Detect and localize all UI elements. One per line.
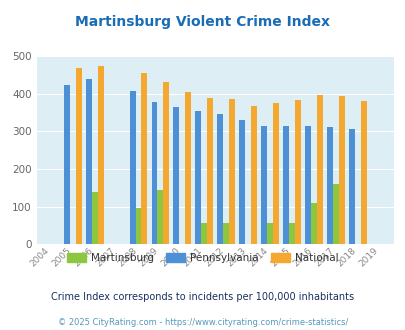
- Bar: [223, 223, 228, 244]
- Bar: [250, 106, 256, 244]
- Bar: [129, 91, 135, 244]
- Bar: [75, 68, 81, 244]
- Legend: Martinsburg, Pennsylvania, National: Martinsburg, Pennsylvania, National: [63, 248, 342, 267]
- Bar: [157, 190, 163, 244]
- Bar: [310, 203, 316, 244]
- Bar: [282, 126, 288, 244]
- Bar: [239, 120, 245, 244]
- Bar: [288, 223, 294, 244]
- Bar: [97, 66, 103, 244]
- Bar: [85, 79, 92, 244]
- Bar: [360, 101, 366, 244]
- Bar: [185, 92, 191, 244]
- Bar: [326, 127, 332, 244]
- Bar: [316, 95, 322, 244]
- Bar: [195, 112, 201, 244]
- Bar: [217, 114, 223, 244]
- Bar: [151, 102, 157, 244]
- Bar: [294, 100, 300, 244]
- Bar: [135, 209, 141, 244]
- Bar: [64, 85, 70, 244]
- Bar: [260, 126, 266, 244]
- Bar: [163, 82, 169, 244]
- Text: © 2025 CityRating.com - https://www.cityrating.com/crime-statistics/: © 2025 CityRating.com - https://www.city…: [58, 318, 347, 327]
- Bar: [92, 191, 97, 244]
- Text: Crime Index corresponds to incidents per 100,000 inhabitants: Crime Index corresponds to incidents per…: [51, 292, 354, 302]
- Text: Martinsburg Violent Crime Index: Martinsburg Violent Crime Index: [75, 15, 330, 29]
- Bar: [201, 223, 207, 244]
- Bar: [304, 126, 310, 244]
- Bar: [228, 99, 234, 244]
- Bar: [338, 96, 344, 244]
- Bar: [266, 223, 272, 244]
- Bar: [141, 73, 147, 244]
- Bar: [207, 98, 213, 244]
- Bar: [332, 184, 338, 244]
- Bar: [348, 129, 354, 244]
- Bar: [272, 103, 278, 244]
- Bar: [173, 107, 179, 244]
